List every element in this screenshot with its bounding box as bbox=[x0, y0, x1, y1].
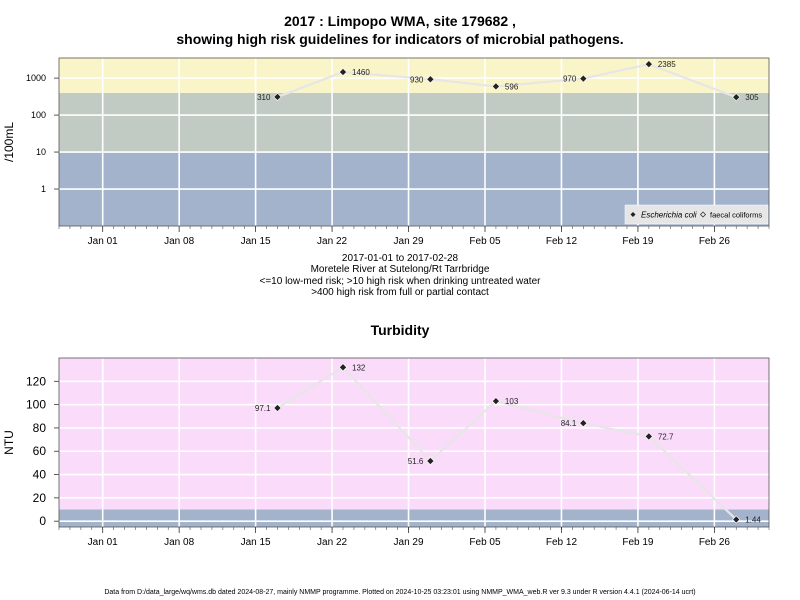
data-label-0-0-2: 930 bbox=[410, 75, 424, 84]
data-label-0-0-0: 310 bbox=[257, 93, 271, 102]
y-tick-label-1-3: 60 bbox=[33, 444, 47, 458]
guideline-drinking-caption: <=10 low-med risk; >10 high risk when dr… bbox=[259, 276, 541, 287]
data-label-1-0-1: 132 bbox=[352, 363, 366, 372]
legend-box bbox=[624, 204, 769, 225]
legend-label-ecoli: Escherichia coli bbox=[641, 211, 697, 220]
data-point-1-0-5 bbox=[644, 432, 653, 441]
data-label-1-0-5: 72.7 bbox=[658, 432, 674, 441]
data-point-1-0-0 bbox=[273, 403, 282, 413]
x-tick-label-1-1: Jan 08 bbox=[164, 537, 194, 548]
data-point-1-0-6 bbox=[732, 515, 741, 524]
y-tick-label-1-6: 120 bbox=[26, 374, 46, 388]
x-tick-label-0-7: Feb 19 bbox=[622, 236, 654, 247]
x-tick-label-1-0: Jan 01 bbox=[88, 537, 118, 548]
risk-band-1-1 bbox=[59, 358, 769, 510]
y-tick-label-0-2: 100 bbox=[31, 110, 46, 120]
turbidity-title: Turbidity bbox=[370, 322, 430, 338]
chart-title-line-2: showing high risk guidelines for indicat… bbox=[176, 31, 624, 47]
x-tick-label-1-8: Feb 26 bbox=[699, 537, 731, 548]
data-point-0-0-6 bbox=[732, 93, 741, 102]
plot-frame-0 bbox=[58, 57, 770, 227]
data-label-1-0-0: 97.1 bbox=[255, 404, 271, 413]
data-label-1-0-6: 1.44 bbox=[745, 515, 761, 524]
y-tick-label-1-0: 0 bbox=[39, 514, 46, 528]
y-tick-label-1-4: 80 bbox=[33, 421, 47, 435]
data-label-0-0-5: 2385 bbox=[658, 60, 676, 69]
data-label-1-0-4: 84.1 bbox=[561, 419, 577, 428]
y-tick-label-1-1: 20 bbox=[33, 491, 47, 505]
y-tick-label-0-0: 1 bbox=[41, 184, 46, 194]
risk-band-1-0 bbox=[59, 509, 769, 527]
legend-marker-ecoli bbox=[630, 212, 636, 217]
x-tick-label-1-7: Feb 19 bbox=[622, 537, 654, 548]
guideline-contact-caption: >400 high risk from full or partial cont… bbox=[311, 287, 489, 298]
chart-title-line-1: 2017 : Limpopo WMA, site 179682 , bbox=[284, 13, 516, 29]
x-tick-label-0-3: Jan 22 bbox=[317, 236, 347, 247]
plot-frame-1 bbox=[58, 357, 770, 528]
data-point-1-0-1 bbox=[338, 363, 348, 372]
x-tick-label-1-5: Feb 05 bbox=[469, 537, 501, 548]
footer-note: Data from D:/data_large/wq/wms.db dated … bbox=[104, 589, 696, 596]
y-tick-label-1-5: 100 bbox=[26, 398, 46, 412]
y-tick-label-1-2: 40 bbox=[33, 468, 47, 482]
x-tick-label-1-6: Feb 12 bbox=[546, 537, 578, 548]
data-label-1-0-3: 103 bbox=[505, 397, 519, 406]
data-label-1-0-2: 51.6 bbox=[408, 457, 424, 466]
x-tick-label-1-2: Jan 15 bbox=[241, 537, 271, 548]
x-tick-label-0-5: Feb 05 bbox=[469, 236, 501, 247]
y-tick-label-0-1: 10 bbox=[36, 147, 46, 157]
legend-label-faecal-coliforms: faecal coliforms bbox=[710, 211, 762, 220]
data-point-0-0-2 bbox=[426, 75, 435, 84]
data-label-0-0-3: 596 bbox=[505, 82, 519, 91]
x-tick-label-0-0: Jan 01 bbox=[88, 236, 118, 247]
data-point-0-0-3 bbox=[491, 82, 500, 91]
x-tick-label-1-4: Jan 29 bbox=[394, 537, 424, 548]
data-point-1-0-4 bbox=[579, 419, 588, 428]
data-point-0-0-4 bbox=[579, 74, 588, 83]
y-axis-title-0: /100mL bbox=[2, 122, 16, 162]
risk-band-0-1 bbox=[59, 92, 769, 153]
data-label-0-0-1: 1460 bbox=[352, 68, 370, 77]
data-label-0-0-6: 305 bbox=[745, 93, 759, 102]
x-tick-label-0-4: Jan 29 bbox=[394, 236, 424, 247]
data-point-1-0-3 bbox=[491, 397, 500, 406]
y-tick-label-0-3: 1000 bbox=[26, 73, 46, 83]
date-range-caption: 2017-01-01 to 2017-02-28 bbox=[341, 253, 459, 264]
data-point-0-0-5 bbox=[644, 60, 653, 69]
x-tick-label-0-1: Jan 08 bbox=[164, 236, 194, 247]
x-tick-label-0-2: Jan 15 bbox=[241, 236, 271, 247]
legend-marker-faecal-coliforms bbox=[700, 211, 706, 218]
data-point-0-0-1 bbox=[338, 68, 348, 77]
x-tick-label-1-3: Jan 22 bbox=[317, 537, 347, 548]
x-tick-label-0-6: Feb 12 bbox=[546, 236, 578, 247]
data-point-0-0-0 bbox=[273, 92, 282, 101]
data-point-1-0-2 bbox=[426, 457, 435, 466]
data-label-0-0-4: 970 bbox=[563, 75, 577, 84]
x-tick-label-0-8: Feb 26 bbox=[699, 236, 731, 247]
site-name-caption: Moretele River at Sutelong/Rt Tarrbridge bbox=[310, 264, 490, 275]
y-axis-title-1: NTU bbox=[2, 430, 16, 455]
